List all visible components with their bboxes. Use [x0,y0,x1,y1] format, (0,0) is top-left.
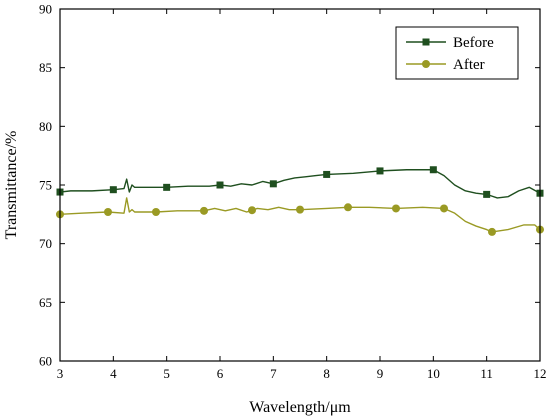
series-line-before [59,169,541,199]
data-point-before [109,186,117,194]
y-tick-label: 85 [39,60,52,75]
data-point-before [483,190,491,198]
axis-ticks: 3 4 5 6 7 8 9 10 11 12 60 65 70 75 80 85 90 [39,2,547,382]
data-point-after [488,227,496,236]
x-tick-label: 3 [57,366,64,381]
series-line-after [59,197,541,233]
data-point-after [296,205,304,214]
data-point-after [440,204,448,213]
data-point-after [104,207,112,216]
y-tick-label: 60 [39,354,52,369]
y-tick-label: 75 [39,178,52,193]
x-tick-label: 11 [480,366,493,381]
y-tick-label: 80 [39,119,52,134]
legend-box [395,26,519,80]
data-point-before [429,166,437,174]
y-tick-label: 70 [39,236,52,251]
y-tick-label: 65 [39,295,52,310]
legend-marker-before [422,38,430,46]
data-point-after [248,206,256,215]
legend-label-after: After [453,57,485,73]
data-point-after [392,204,400,213]
y-tick-label: 90 [39,2,52,17]
y-axis-label: Transmittance/% [3,131,20,240]
x-tick-label: 9 [377,366,384,381]
x-axis-label: Wavelength/μm [249,399,351,416]
x-tick-label: 6 [217,366,224,381]
data-point-after [152,207,160,216]
x-tick-label: 12 [534,366,547,381]
legend-marker-after [422,60,430,68]
x-tick-label: 10 [427,366,440,381]
plot-area [56,166,544,236]
data-point-after [344,203,352,212]
data-point-after [200,206,208,215]
data-point-before [323,170,331,178]
legend: Before After [395,26,519,80]
data-point-before [216,181,224,189]
x-tick-label: 4 [110,366,117,381]
x-tick-label: 5 [163,366,170,381]
data-point-before [269,180,277,188]
data-point-before [376,167,384,175]
x-tick-label: 7 [270,366,277,381]
legend-label-before: Before [453,35,494,51]
data-point-before [163,183,171,191]
x-tick-label: 8 [323,366,330,381]
